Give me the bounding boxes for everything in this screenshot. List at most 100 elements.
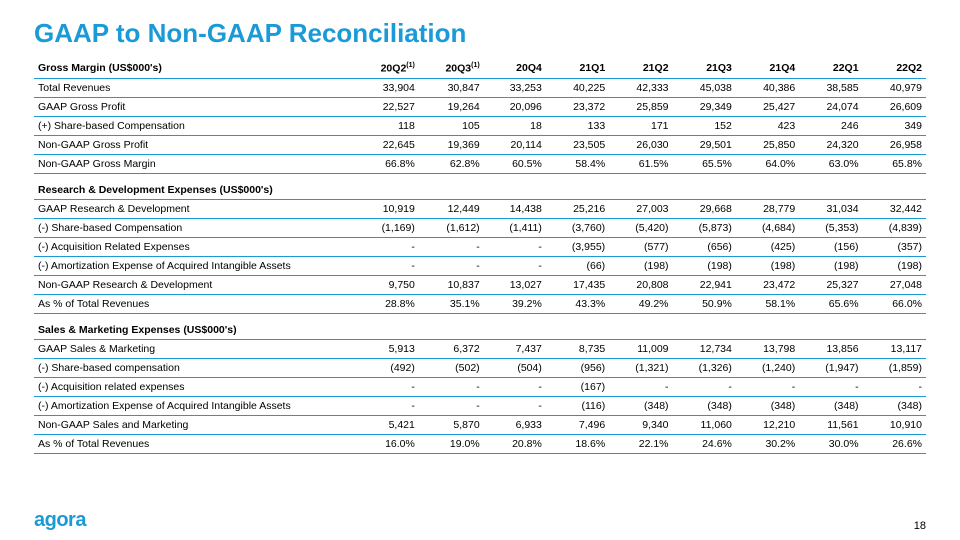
cell-value: 18 — [484, 116, 546, 135]
table-row: As % of Total Revenues16.0%19.0%20.8%18.… — [34, 434, 926, 453]
cell-value: (3,955) — [546, 237, 609, 256]
table-row: Total Revenues33,90430,84733,25340,22542… — [34, 78, 926, 97]
cell-value: 118 — [354, 116, 419, 135]
cell-value: 22,645 — [354, 135, 419, 154]
page-title: GAAP to Non-GAAP Reconciliation — [34, 18, 926, 49]
cell-value: (1,240) — [736, 358, 799, 377]
cell-value: - — [484, 256, 546, 275]
cell-value: 11,009 — [609, 339, 672, 358]
row-label: As % of Total Revenues — [34, 294, 354, 313]
row-label: (-) Share-based Compensation — [34, 218, 354, 237]
row-label: GAAP Research & Development — [34, 199, 354, 218]
cell-value: 61.5% — [609, 154, 672, 173]
row-label: Non-GAAP Gross Margin — [34, 154, 354, 173]
column-header: 20Q4 — [484, 59, 546, 78]
cell-value: - — [863, 377, 926, 396]
cell-value: 19,264 — [419, 97, 484, 116]
cell-value: (656) — [673, 237, 736, 256]
cell-value: 40,225 — [546, 78, 609, 97]
column-header: 22Q2 — [863, 59, 926, 78]
cell-value: 30,847 — [419, 78, 484, 97]
cell-value: (66) — [546, 256, 609, 275]
cell-value: 12,210 — [736, 415, 799, 434]
row-label: As % of Total Revenues — [34, 434, 354, 453]
table-row: (-) Amortization Expense of Acquired Int… — [34, 256, 926, 275]
cell-value: - — [354, 237, 419, 256]
cell-value: - — [354, 396, 419, 415]
cell-value: 22.1% — [609, 434, 672, 453]
cell-value: 7,496 — [546, 415, 609, 434]
column-header: 20Q2(1) — [354, 59, 419, 78]
table-header-row: Gross Margin (US$000's)20Q2(1)20Q3(1)20Q… — [34, 59, 926, 78]
cell-value: 6,372 — [419, 339, 484, 358]
cell-value: 10,919 — [354, 199, 419, 218]
cell-value: (348) — [799, 396, 862, 415]
cell-value: (5,873) — [673, 218, 736, 237]
cell-value: 26,030 — [609, 135, 672, 154]
cell-value: (5,353) — [799, 218, 862, 237]
cell-value: 28.8% — [354, 294, 419, 313]
row-label: Total Revenues — [34, 78, 354, 97]
cell-value: 26,958 — [863, 135, 926, 154]
cell-value: - — [736, 377, 799, 396]
cell-value: - — [673, 377, 736, 396]
cell-value: 58.1% — [736, 294, 799, 313]
column-header: 21Q2 — [609, 59, 672, 78]
cell-value: 42,333 — [609, 78, 672, 97]
cell-value: 10,910 — [863, 415, 926, 434]
cell-value: (4,684) — [736, 218, 799, 237]
cell-value: (348) — [736, 396, 799, 415]
cell-value: (3,760) — [546, 218, 609, 237]
cell-value: 9,750 — [354, 275, 419, 294]
table-row: Non-GAAP Research & Development9,75010,8… — [34, 275, 926, 294]
cell-value: (348) — [863, 396, 926, 415]
cell-value: (348) — [609, 396, 672, 415]
cell-value: (156) — [799, 237, 862, 256]
row-label: GAAP Sales & Marketing — [34, 339, 354, 358]
cell-value: 49.2% — [609, 294, 672, 313]
cell-value: 8,735 — [546, 339, 609, 358]
cell-value: 66.0% — [863, 294, 926, 313]
cell-value: 12,449 — [419, 199, 484, 218]
cell-value: 25,216 — [546, 199, 609, 218]
table-row: As % of Total Revenues28.8%35.1%39.2%43.… — [34, 294, 926, 313]
cell-value: - — [354, 256, 419, 275]
cell-value: - — [419, 377, 484, 396]
cell-value: (167) — [546, 377, 609, 396]
row-label: (-) Amortization Expense of Acquired Int… — [34, 256, 354, 275]
cell-value: 20,096 — [484, 97, 546, 116]
cell-value: 66.8% — [354, 154, 419, 173]
table-row: (-) Amortization Expense of Acquired Int… — [34, 396, 926, 415]
cell-value: (348) — [673, 396, 736, 415]
table-row: Non-GAAP Gross Margin66.8%62.8%60.5%58.4… — [34, 154, 926, 173]
cell-value: 13,798 — [736, 339, 799, 358]
cell-value: (492) — [354, 358, 419, 377]
cell-value: 19.0% — [419, 434, 484, 453]
cell-value: - — [419, 256, 484, 275]
row-label: (-) Share-based compensation — [34, 358, 354, 377]
cell-value: 13,027 — [484, 275, 546, 294]
cell-value: 19,369 — [419, 135, 484, 154]
cell-value: 65.6% — [799, 294, 862, 313]
section-header-label: Sales & Marketing Expenses (US$000's) — [34, 313, 354, 339]
cell-value: 29,349 — [673, 97, 736, 116]
section-header-row: Research & Development Expenses (US$000'… — [34, 173, 926, 199]
cell-value: 30.0% — [799, 434, 862, 453]
logo: agora — [34, 509, 86, 532]
cell-value: 35.1% — [419, 294, 484, 313]
cell-value: - — [799, 377, 862, 396]
cell-value: 18.6% — [546, 434, 609, 453]
cell-value: (198) — [609, 256, 672, 275]
cell-value: 22,941 — [673, 275, 736, 294]
cell-value: (198) — [673, 256, 736, 275]
cell-value: 23,472 — [736, 275, 799, 294]
cell-value: 17,435 — [546, 275, 609, 294]
column-header: 21Q1 — [546, 59, 609, 78]
cell-value: 25,850 — [736, 135, 799, 154]
cell-value: 24.6% — [673, 434, 736, 453]
cell-value: 38,585 — [799, 78, 862, 97]
footer: agora 18 — [34, 509, 926, 532]
table-row: GAAP Gross Profit22,52719,26420,09623,37… — [34, 97, 926, 116]
cell-value: 6,933 — [484, 415, 546, 434]
row-label: (+) Share-based Compensation — [34, 116, 354, 135]
